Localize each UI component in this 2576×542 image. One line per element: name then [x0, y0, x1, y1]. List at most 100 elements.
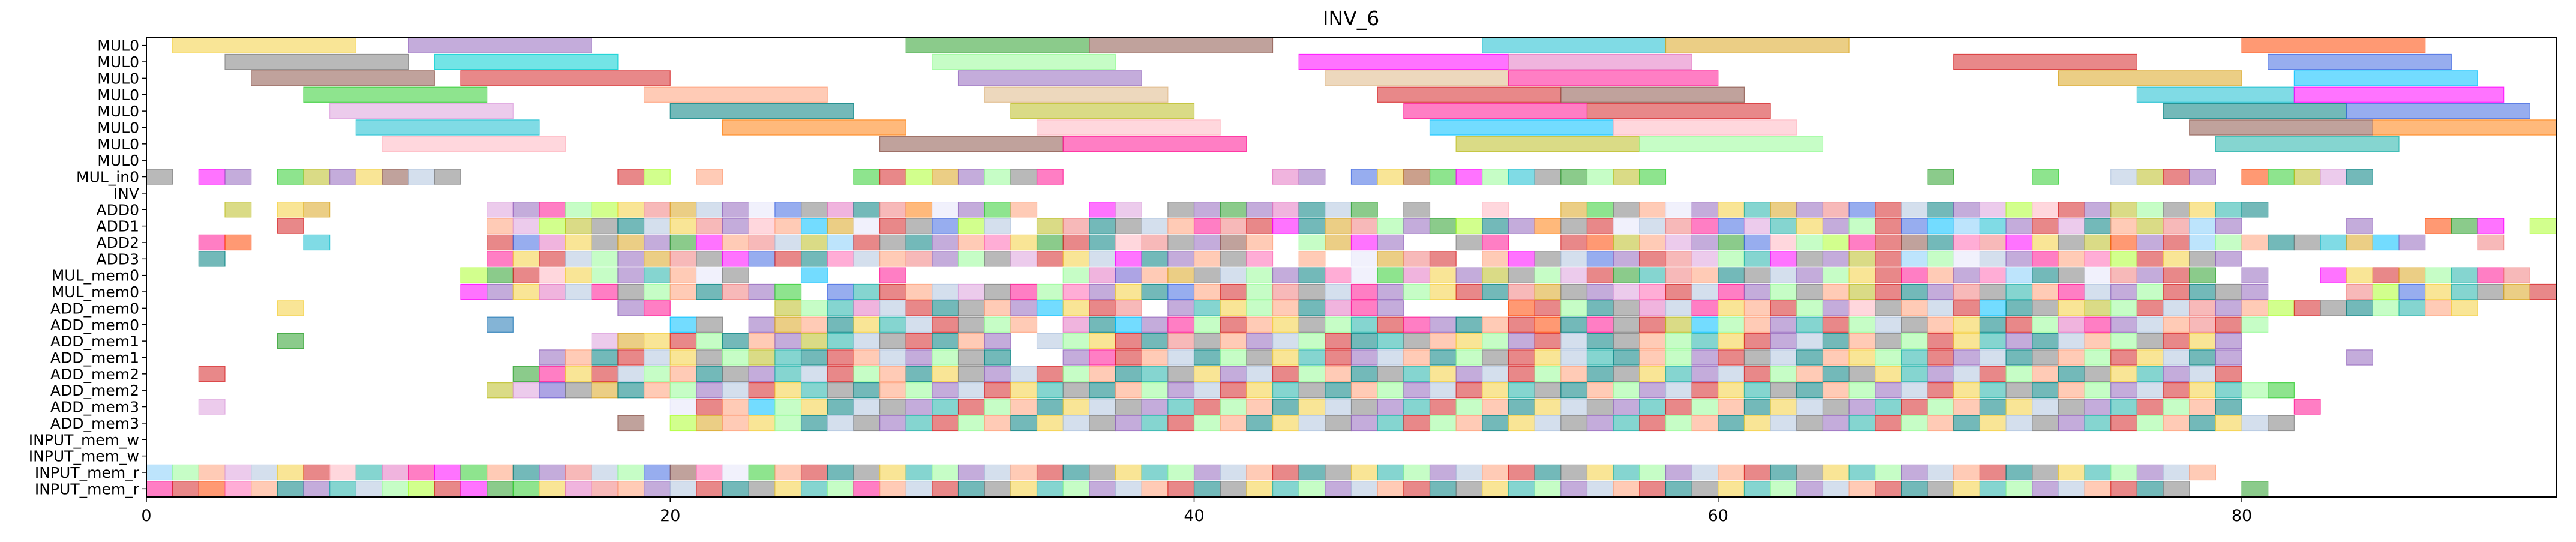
- task-cell-168: [2032, 218, 2059, 234]
- task-bar-18: [1508, 70, 1719, 86]
- task-cell-115: [617, 218, 645, 234]
- task-cell-869: [1220, 399, 1247, 415]
- task-cell-816: [1482, 382, 1509, 399]
- task-cell-138: [1246, 218, 1274, 234]
- task-cell-604: [1115, 333, 1142, 349]
- task-cell-852: [774, 399, 802, 415]
- task-cell-910: [669, 415, 697, 432]
- task-cell-1072: [696, 481, 723, 497]
- task-cell-791: [827, 382, 854, 399]
- task-cell-793: [879, 382, 906, 399]
- task-cell-1008: [1089, 464, 1116, 481]
- task-cell-743: [1325, 366, 1352, 382]
- task-bar-39: [1613, 119, 1797, 136]
- task-cell-344: [1377, 267, 1404, 283]
- task-bar-11: [1508, 53, 1692, 70]
- task-cell-189: [617, 234, 645, 251]
- task-cell-1012: [1193, 464, 1221, 481]
- task-cell-308: [1953, 251, 1981, 267]
- task-cell-193: [722, 234, 749, 251]
- y-tick-label-13: ADD3: [96, 250, 139, 268]
- task-cell-243: [2163, 234, 2190, 251]
- task-cell-773: [2110, 366, 2137, 382]
- task-cell-962: [2032, 415, 2059, 432]
- task-cell-842: [2163, 382, 2190, 399]
- task-cell-14: [879, 169, 906, 185]
- task-cell-846: [2268, 382, 2295, 399]
- task-cell-557: [1560, 316, 1588, 333]
- task-cell-497: [1770, 300, 1797, 316]
- task-cell-202: [957, 234, 985, 251]
- task-cell-735: [1115, 366, 1142, 382]
- task-cell-655: [748, 349, 776, 366]
- y-tick-label-7: MUL0: [97, 152, 139, 169]
- task-cell-628: [1743, 333, 1771, 349]
- task-cell-740: [1246, 366, 1274, 382]
- task-cell-806: [1220, 382, 1247, 399]
- task-cell-511: [2136, 300, 2164, 316]
- task-cell-572: [1953, 316, 1981, 333]
- task-cell-632: [1848, 333, 1876, 349]
- task-cell-355: [1665, 267, 1692, 283]
- task-cell-1081: [932, 481, 959, 497]
- task-cell-690: [1718, 349, 1745, 366]
- task-cell-1114: [1796, 481, 1824, 497]
- task-cell-2: [224, 169, 252, 185]
- task-cell-408: [1089, 283, 1116, 300]
- task-cell-897: [1953, 399, 1981, 415]
- task-cell-86: [1665, 202, 1692, 218]
- task-cell-877: [1429, 399, 1457, 415]
- task-cell-834: [1953, 382, 1981, 399]
- task-cell-1055: [251, 481, 278, 497]
- task-cell-72: [1167, 202, 1195, 218]
- task-cell-299: [1718, 251, 1745, 267]
- task-bar-4: [1482, 37, 1667, 53]
- task-cell-36: [2032, 169, 2059, 185]
- task-cell-78: [1325, 202, 1352, 218]
- task-cell-238: [2032, 234, 2059, 251]
- task-cell-503: [1927, 300, 1954, 316]
- task-cell-805: [1193, 382, 1221, 399]
- task-cell-133: [1115, 218, 1142, 234]
- task-cell-253: [2477, 234, 2505, 251]
- task-cell-139: [1272, 218, 1299, 234]
- task-bar-28: [329, 103, 514, 119]
- task-cell-383: [2477, 267, 2505, 283]
- task-cell-1005: [1010, 464, 1038, 481]
- task-cell-1: [198, 169, 226, 185]
- task-cell-1051: [146, 481, 173, 497]
- task-cell-612: [1325, 333, 1352, 349]
- task-cell-976: [251, 464, 278, 481]
- task-cell-11: [643, 169, 671, 185]
- task-cell-476: [1089, 300, 1116, 316]
- task-cell-1089: [1141, 481, 1169, 497]
- task-cell-1070: [643, 481, 671, 497]
- task-cell-918: [879, 415, 906, 432]
- task-cell-871: [1272, 399, 1299, 415]
- task-cell-958: [1927, 415, 1954, 432]
- task-cell-1047: [2110, 464, 2137, 481]
- task-cell-820: [1586, 382, 1614, 399]
- task-cell-1043: [2005, 464, 2033, 481]
- task-cell-903: [2110, 399, 2137, 415]
- task-cell-312: [2058, 251, 2085, 267]
- task-cell-708: [2189, 349, 2216, 366]
- task-cell-119: [722, 218, 749, 234]
- task-cell-613: [1350, 333, 1378, 349]
- task-cell-728: [932, 366, 959, 382]
- task-cell-674: [1298, 349, 1326, 366]
- task-cell-680: [1455, 349, 1483, 366]
- task-cell-821: [1613, 382, 1640, 399]
- task-cell-209: [1141, 234, 1169, 251]
- task-bars: [172, 37, 2557, 152]
- task-cell-574: [2005, 316, 2033, 333]
- task-bar-22: [643, 86, 828, 103]
- task-cell-451: [2215, 283, 2242, 300]
- task-cell-347: [1455, 267, 1483, 283]
- task-cell-517: [2293, 300, 2321, 316]
- task-cell-368: [2005, 267, 2033, 283]
- task-bar-7: [224, 53, 409, 70]
- task-cell-104: [2136, 202, 2164, 218]
- task-cell-986: [512, 464, 540, 481]
- task-cell-148: [1508, 218, 1535, 234]
